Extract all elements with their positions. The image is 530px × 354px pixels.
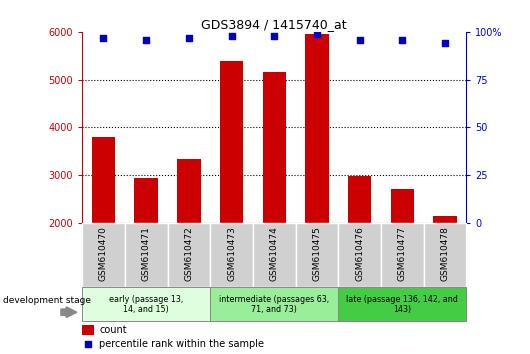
Text: GSM610477: GSM610477 bbox=[398, 226, 407, 281]
FancyBboxPatch shape bbox=[210, 287, 338, 321]
Bar bbox=[348, 176, 372, 223]
Point bbox=[398, 37, 407, 42]
Bar bbox=[262, 73, 286, 223]
Text: percentile rank within the sample: percentile rank within the sample bbox=[100, 339, 264, 349]
FancyBboxPatch shape bbox=[338, 287, 466, 321]
Text: count: count bbox=[100, 325, 127, 335]
Text: GSM610478: GSM610478 bbox=[440, 226, 449, 281]
FancyBboxPatch shape bbox=[338, 223, 381, 287]
Text: GSM610470: GSM610470 bbox=[99, 226, 108, 281]
Text: GSM610475: GSM610475 bbox=[313, 226, 322, 281]
Text: development stage: development stage bbox=[3, 296, 91, 305]
Text: early (passage 13,
14, and 15): early (passage 13, 14, and 15) bbox=[109, 295, 183, 314]
Bar bbox=[305, 34, 329, 223]
FancyBboxPatch shape bbox=[253, 223, 296, 287]
Text: GSM610474: GSM610474 bbox=[270, 226, 279, 281]
Point bbox=[441, 40, 449, 46]
FancyBboxPatch shape bbox=[423, 223, 466, 287]
Text: GSM610476: GSM610476 bbox=[355, 226, 364, 281]
Bar bbox=[434, 216, 457, 223]
Bar bbox=[92, 137, 115, 223]
Bar bbox=[135, 178, 158, 223]
Point bbox=[227, 33, 236, 39]
Text: intermediate (passages 63,
71, and 73): intermediate (passages 63, 71, and 73) bbox=[219, 295, 329, 314]
Bar bbox=[391, 189, 414, 223]
FancyBboxPatch shape bbox=[125, 223, 167, 287]
Text: GSM610471: GSM610471 bbox=[142, 226, 151, 281]
FancyBboxPatch shape bbox=[210, 223, 253, 287]
Point bbox=[142, 37, 151, 42]
Title: GDS3894 / 1415740_at: GDS3894 / 1415740_at bbox=[201, 18, 347, 31]
Point bbox=[84, 341, 93, 347]
FancyBboxPatch shape bbox=[296, 223, 338, 287]
FancyBboxPatch shape bbox=[82, 223, 125, 287]
Point bbox=[313, 31, 321, 36]
Text: GSM610472: GSM610472 bbox=[184, 226, 193, 281]
Point bbox=[184, 35, 193, 40]
FancyBboxPatch shape bbox=[167, 223, 210, 287]
Point bbox=[270, 33, 279, 39]
Point bbox=[356, 37, 364, 42]
Bar bbox=[82, 325, 94, 335]
Point bbox=[99, 35, 108, 40]
FancyBboxPatch shape bbox=[381, 223, 423, 287]
Bar bbox=[220, 61, 243, 223]
FancyBboxPatch shape bbox=[82, 287, 210, 321]
Text: late (passage 136, 142, and
143): late (passage 136, 142, and 143) bbox=[347, 295, 458, 314]
Text: GSM610473: GSM610473 bbox=[227, 226, 236, 281]
Bar bbox=[177, 159, 201, 223]
